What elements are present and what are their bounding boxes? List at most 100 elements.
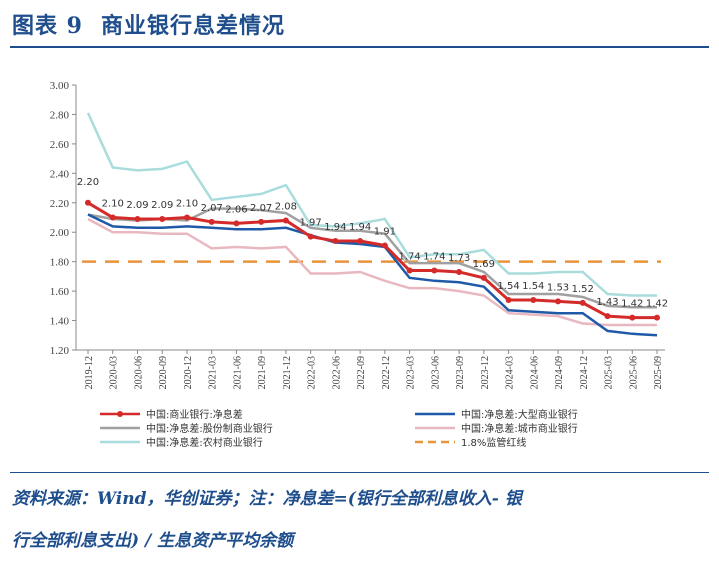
x-tick-label: 2023-09 (455, 356, 466, 389)
data-label: 2.08 (275, 201, 297, 212)
x-tick-label: 2020-09 (158, 356, 169, 389)
data-label: 2.10 (102, 199, 124, 210)
data-point (654, 314, 660, 321)
x-tick-label: 2021-09 (257, 356, 268, 389)
data-label: 2.09 (126, 200, 148, 211)
y-tick-label: 1.60 (50, 286, 70, 298)
figure-title-text: 商业银行息差情况 (100, 13, 285, 39)
data-label: 2.10 (176, 199, 198, 210)
legend-marker (117, 411, 123, 417)
x-tick-label: 2023-03 (406, 356, 417, 389)
y-tick-label: 2.20 (50, 198, 70, 210)
x-tick-label: 2019-12 (84, 356, 95, 389)
data-point (134, 215, 141, 222)
data-label: 1.54 (497, 281, 519, 292)
data-label: 1.97 (300, 218, 322, 229)
data-label: 1.74 (423, 252, 445, 263)
data-point (159, 215, 166, 222)
legend-label: 中国:净息差:农村商业银行 (146, 436, 263, 449)
legend-label: 中国:商业银行:净息差 (146, 408, 243, 421)
x-tick-label: 2021-06 (232, 356, 243, 389)
data-label: 1.52 (572, 284, 594, 295)
data-label: 1.53 (547, 282, 569, 293)
data-point (456, 268, 463, 275)
data-point (579, 299, 586, 306)
data-point (431, 267, 438, 274)
data-point (208, 218, 215, 225)
data-point (258, 218, 265, 225)
x-tick-label: 2022-12 (381, 356, 392, 389)
y-tick-label: 3.00 (50, 80, 70, 92)
data-point (604, 313, 611, 320)
source-rule (10, 472, 709, 473)
y-tick-label: 1.80 (50, 257, 70, 269)
data-point (282, 217, 289, 224)
data-point (332, 238, 339, 245)
data-point (381, 242, 388, 249)
data-point (505, 296, 512, 303)
legend-label: 中国:净息差:股份制商业银行 (146, 422, 273, 435)
data-point (406, 267, 413, 274)
chart: 1.20 1.40 1.60 1.80 2.00 2.20 2.40 2.60 2.80 3.00… (50, 80, 668, 449)
data-label: 1.91 (374, 226, 396, 237)
data-label: 1.69 (473, 259, 495, 270)
title-rule (10, 46, 709, 48)
data-point (85, 199, 91, 206)
data-point (555, 298, 562, 305)
legend-label: 中国:净息差:城市商业银行 (461, 422, 578, 435)
y-tick-label: 2.80 (50, 109, 70, 121)
x-tick-label: 2020-06 (133, 356, 144, 389)
x-tick-label: 2024-09 (554, 356, 565, 389)
data-label: 1.73 (448, 253, 470, 264)
data-label: 2.07 (250, 203, 272, 214)
data-label: 2.20 (77, 177, 99, 188)
data-label: 1.42 (646, 299, 668, 310)
series-line (87, 201, 657, 320)
data-label: 2.09 (151, 200, 173, 211)
x-tick-label: 2025-03 (604, 356, 615, 389)
data-label: 2.06 (225, 204, 247, 215)
x-tick-label: 2021-12 (282, 356, 293, 389)
x-tick-label: 2024-03 (505, 356, 516, 389)
data-label: 1.94 (324, 222, 346, 233)
data-point (183, 214, 190, 221)
series-line (87, 213, 658, 337)
x-tick-label: 2021-03 (208, 356, 219, 389)
data-point (480, 274, 487, 281)
y-tick-label: 1.40 (50, 316, 70, 328)
x-tick-label: 2020-03 (109, 356, 120, 389)
x-tick-label: 2020-12 (183, 356, 194, 389)
source-line-2: 行全部利息支出) / 生息资产平均余额 (12, 531, 294, 551)
data-label: 1.43 (596, 297, 618, 308)
x-tick-label: 2022-03 (307, 356, 318, 389)
legend-label: 1.8%监管红线 (461, 436, 526, 449)
data-label: 1.54 (522, 281, 544, 292)
x-tick-label: 2024-06 (529, 356, 540, 389)
figure-number: 图表 9 (12, 13, 83, 39)
series-line (87, 207, 657, 309)
source-line-1: 资料来源：Wind，华创证券；注：净息差=(银行全部利息收入- 银 (12, 489, 522, 509)
x-tick-label: 2022-06 (331, 356, 342, 389)
data-point (307, 233, 314, 240)
legend-label: 中国:净息差:大型商业银行 (461, 408, 578, 421)
y-tick-label: 2.00 (50, 227, 70, 239)
figure-title: 图表 9 商业银行息差情况 (12, 8, 303, 40)
series-line (87, 217, 657, 327)
y-tick-label: 2.60 (50, 139, 70, 151)
data-label: 1.74 (398, 252, 420, 263)
data-point (530, 296, 537, 303)
data-label: 2.07 (201, 203, 223, 214)
x-tick-label: 2023-06 (430, 356, 441, 389)
x-tick-label: 2025-06 (628, 356, 639, 389)
x-tick-label: 2023-12 (480, 356, 491, 389)
x-tick-label: 2024-12 (579, 356, 590, 389)
data-point (629, 314, 636, 321)
x-tick-label: 2025-09 (653, 356, 664, 389)
y-tick-label: 1.20 (50, 345, 70, 357)
y-tick-label: 2.40 (50, 168, 70, 180)
data-point (357, 238, 364, 245)
data-label: 1.42 (621, 299, 643, 310)
data-point (233, 220, 240, 227)
data-label: 1.94 (349, 222, 371, 233)
data-point (109, 214, 116, 221)
